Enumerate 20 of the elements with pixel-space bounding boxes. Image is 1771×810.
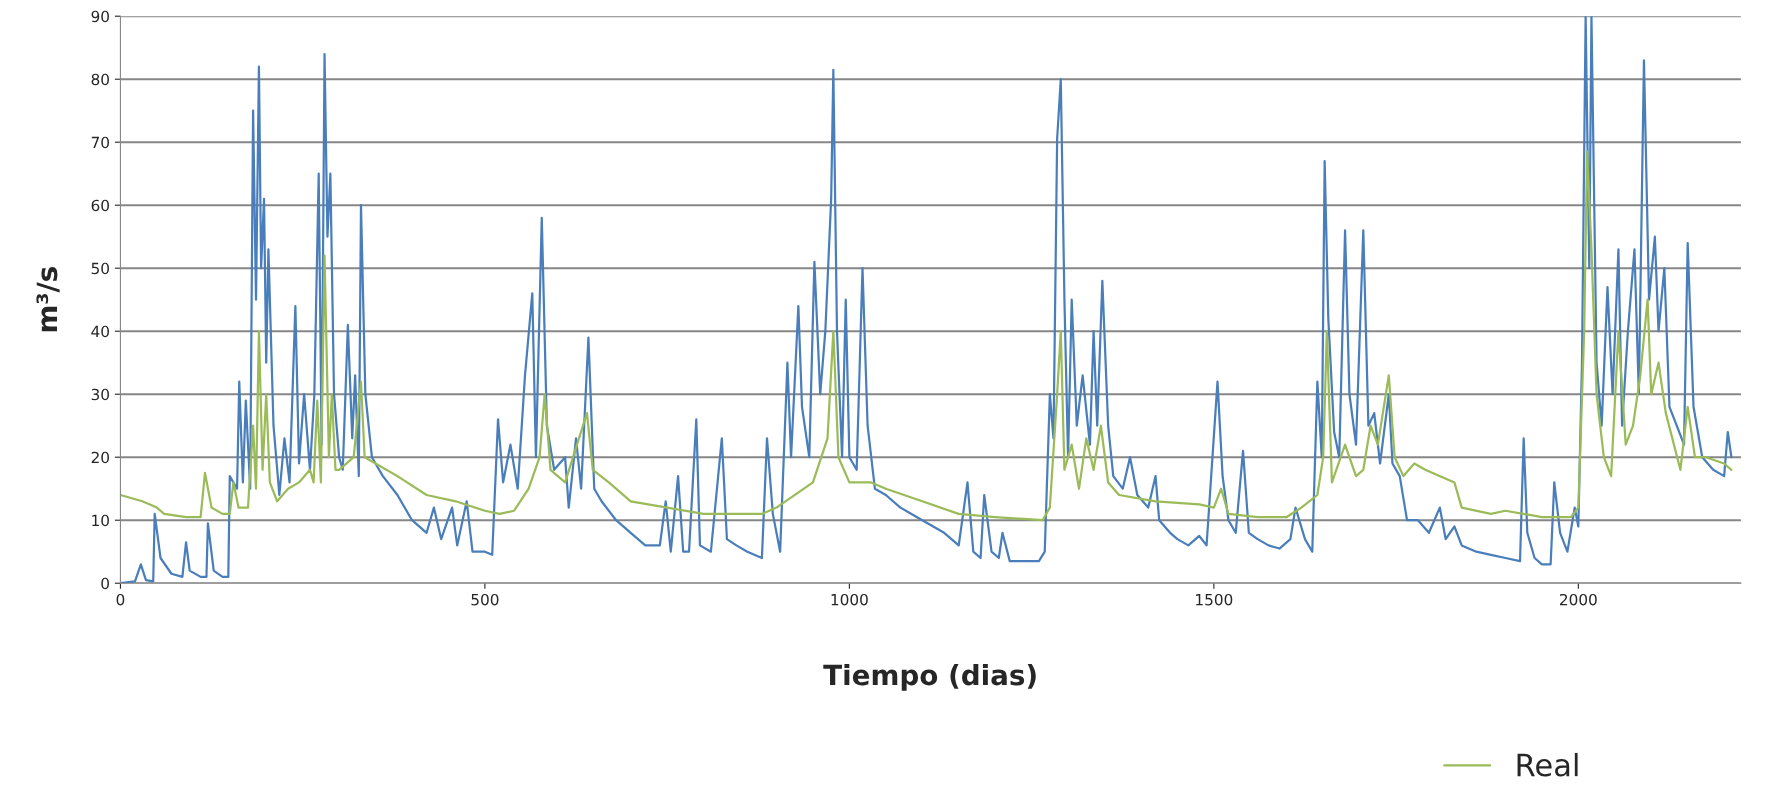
line-series xyxy=(120,16,1733,584)
y-tick-label: 50 xyxy=(91,262,109,275)
y-tick-label: 20 xyxy=(91,451,109,464)
x-tick-label: 2000 xyxy=(1560,593,1597,606)
y-tick-label: 10 xyxy=(92,514,109,527)
y-tick-label: 30 xyxy=(91,388,109,401)
y-tick-label: 0 xyxy=(101,577,109,590)
line-series xyxy=(120,150,1733,522)
x-tick-label: 0 xyxy=(116,593,125,606)
legend-label: Real xyxy=(1517,752,1578,777)
y-tick-label: 60 xyxy=(91,199,109,212)
y-axis-title: m³/s xyxy=(36,267,60,332)
x-tick-label: 1000 xyxy=(831,593,868,606)
x-axis-title: Tiempo (dias) xyxy=(823,663,1036,691)
x-tick-label: 500 xyxy=(471,593,499,606)
x-tick-label: 1500 xyxy=(1196,593,1233,606)
y-tick-label: 70 xyxy=(91,136,109,149)
y-tick-label: 80 xyxy=(91,73,109,86)
y-tick-label: 90 xyxy=(91,10,109,23)
y-tick-label: 40 xyxy=(91,325,109,338)
